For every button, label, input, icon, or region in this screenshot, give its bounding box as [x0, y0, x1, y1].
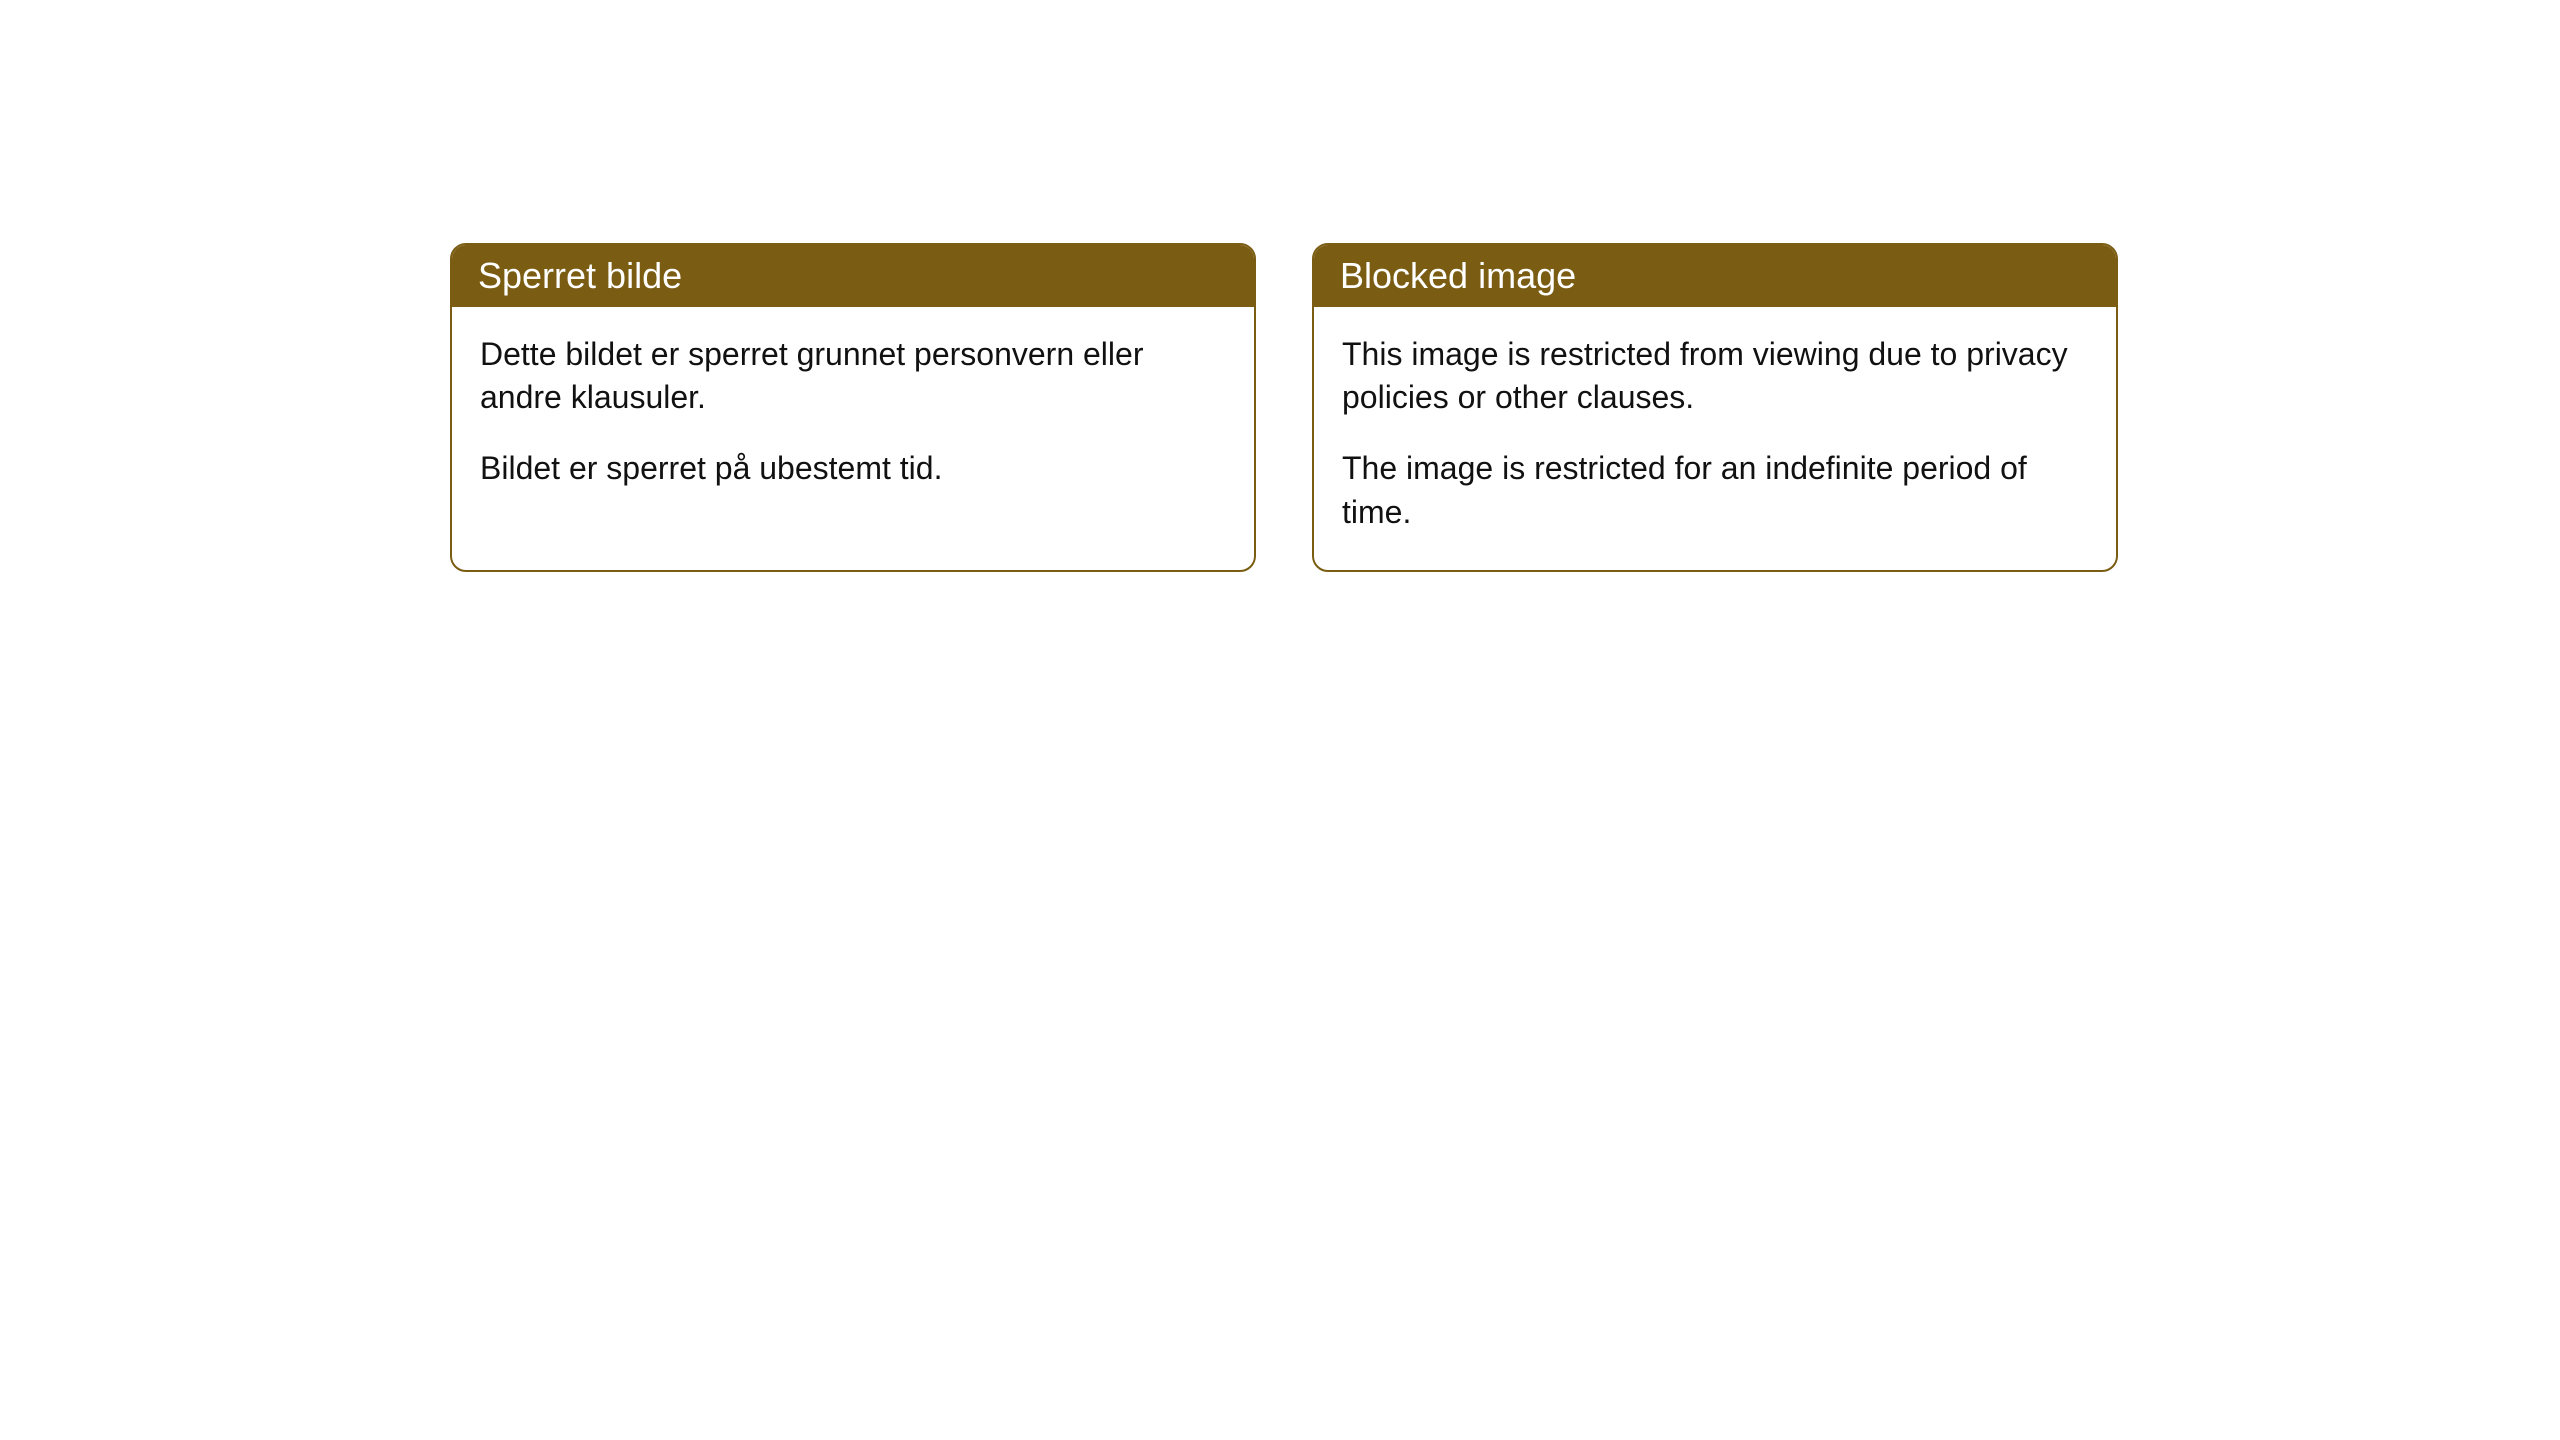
- card-body: Dette bildet er sperret grunnet personve…: [452, 307, 1254, 527]
- notice-card-english: Blocked image This image is restricted f…: [1312, 243, 2118, 572]
- card-header: Blocked image: [1314, 245, 2116, 307]
- card-header: Sperret bilde: [452, 245, 1254, 307]
- notice-cards-container: Sperret bilde Dette bildet er sperret gr…: [450, 243, 2118, 572]
- card-title: Blocked image: [1340, 255, 1576, 296]
- card-body: This image is restricted from viewing du…: [1314, 307, 2116, 570]
- card-paragraph: Dette bildet er sperret grunnet personve…: [480, 333, 1226, 419]
- card-paragraph: This image is restricted from viewing du…: [1342, 333, 2088, 419]
- notice-card-norwegian: Sperret bilde Dette bildet er sperret gr…: [450, 243, 1256, 572]
- card-paragraph: Bildet er sperret på ubestemt tid.: [480, 447, 1226, 490]
- card-title: Sperret bilde: [478, 255, 682, 296]
- card-paragraph: The image is restricted for an indefinit…: [1342, 447, 2088, 533]
